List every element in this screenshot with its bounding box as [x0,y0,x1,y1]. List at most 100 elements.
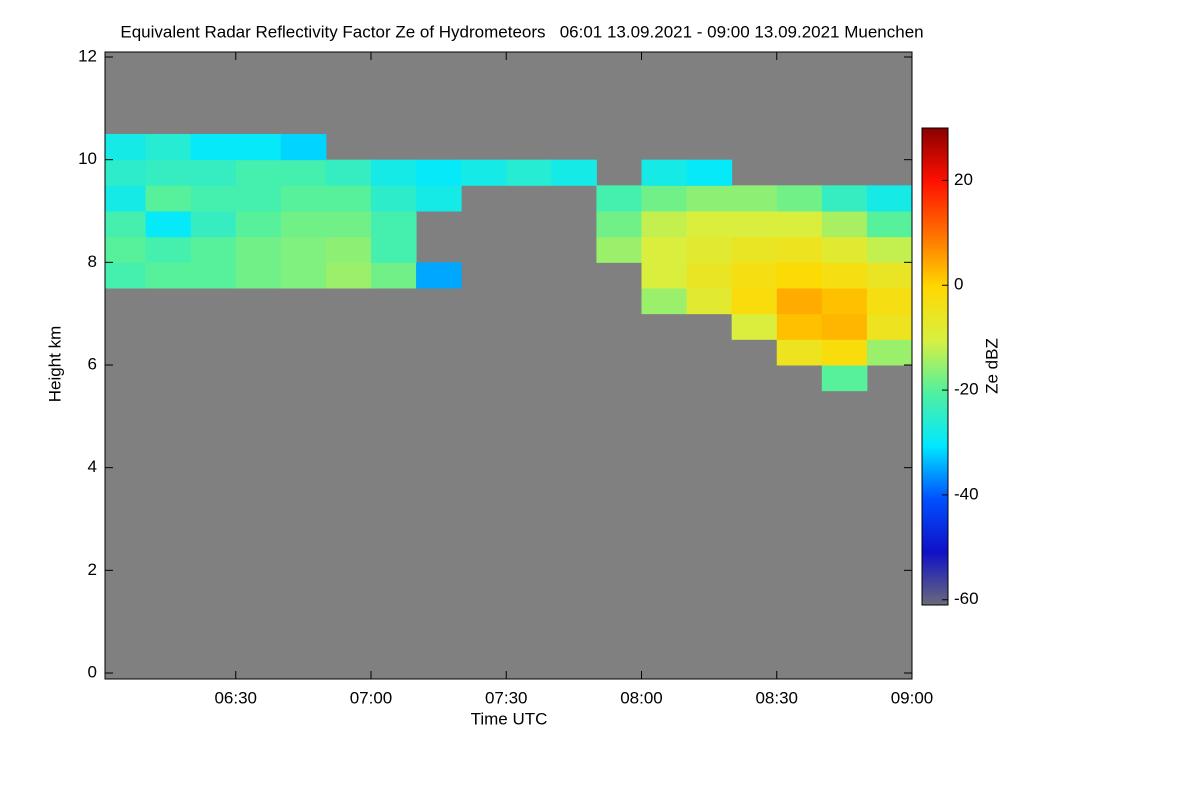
heatmap-cell [325,159,372,186]
heatmap-cell [235,262,282,289]
chart-title: Equivalent Radar Reflectivity Factor Ze … [120,22,923,41]
heatmap-cell [145,211,192,238]
heatmap-cell [686,288,733,315]
heatmap-cell [641,159,688,186]
heatmap-cell [776,236,823,263]
heatmap-cell [731,313,778,340]
heatmap-cell [280,185,327,212]
heatmap-cell [105,185,147,212]
x-tick-label: 08:00 [620,688,663,707]
heatmap-cell [776,288,823,315]
heatmap-cell [731,262,778,289]
heatmap-cell [731,211,778,238]
heatmap-cell [105,236,147,263]
heatmap-cell [821,262,868,289]
heatmap-cell [641,211,688,238]
heatmap-cell [821,339,868,366]
heatmap-cell [776,185,823,212]
heatmap-cell [280,211,327,238]
heatmap-cell [641,236,688,263]
heatmap-cell [235,211,282,238]
heatmap-cell [280,236,327,263]
colorbar [921,127,949,606]
heatmap-cell [821,313,868,340]
heatmap-cell [370,185,417,212]
heatmap-cell [370,262,417,289]
heatmap-cell [461,159,507,186]
heatmap-cell [776,313,823,340]
heatmap-cell [145,159,192,186]
x-tick-label: 06:30 [214,688,257,707]
heatmap-cell [325,262,372,289]
heatmap-cell [325,185,372,212]
heatmap-cell [866,185,913,212]
heatmap-cell [776,339,823,366]
heatmap-cell [235,185,282,212]
heatmap-cell [596,185,642,212]
heatmap-cell [866,236,913,263]
heatmap-cell [686,211,733,238]
y-tick-label: 8 [88,252,97,271]
heatmap-cell [641,288,688,315]
heatmap-cell [235,236,282,263]
x-tick-label: 07:30 [485,688,528,707]
heatmap-cell [280,134,327,161]
heatmap-cell [686,262,733,289]
heatmap-cell [821,236,868,263]
heatmap-cell [325,211,372,238]
heatmap-cell [416,185,462,212]
heatmap-cell [596,236,642,263]
heatmap-cell [416,262,462,289]
y-tick-label: 6 [88,354,97,373]
heatmap-cell [776,262,823,289]
heatmap-cell [145,134,192,161]
heatmap-cell [190,134,237,161]
colorbar-tick-label: -20 [954,380,979,399]
heatmap-cell [370,159,417,186]
heatmap-cell [190,211,237,238]
heatmap-cell [190,159,237,186]
heatmap-cell [686,185,733,212]
heatmap-cell [145,262,192,289]
y-axis-label: Height km [45,326,64,403]
x-tick-label: 09:00 [891,688,934,707]
heatmap-cell [821,185,868,212]
colorbar-tick-label: 0 [954,275,963,294]
heatmap-cell [145,185,192,212]
y-tick-label: 10 [78,149,97,168]
colorbar-tick-label: -60 [954,589,979,608]
x-axis-label: Time UTC [471,709,548,728]
heatmap-cell [145,236,192,263]
heatmap-cell [416,159,462,186]
heatmap-cell [821,211,868,238]
heatmap-cell [821,365,868,392]
x-tick-label: 08:30 [755,688,798,707]
heatmap-cell [731,185,778,212]
colorbar-tick-label: 20 [954,170,973,189]
y-tick-label: 12 [78,46,97,65]
y-tick-label: 0 [88,662,97,681]
heatmap-cell [370,236,417,263]
heatmap-cell [641,185,688,212]
colorbar-tick-label: -40 [954,484,979,503]
heatmap-cell [866,339,913,366]
heatmap-cell [280,159,327,186]
heatmap-cell [105,262,147,289]
heatmap-cell [776,211,823,238]
heatmap-cell [190,185,237,212]
heatmap-cell [866,288,913,315]
heatmap-cell [370,211,417,238]
heatmap-cell [821,288,868,315]
heatmap-cell [325,236,372,263]
heatmap-cell [105,134,147,161]
heatmap-cell [866,262,913,289]
heatmap-cell [506,159,552,186]
colorbar-label: Ze dBZ [982,338,1001,394]
y-tick-label: 4 [88,457,97,476]
y-tick-label: 2 [88,560,97,579]
heatmap-cell [731,288,778,315]
heatmap-cell [686,159,733,186]
heatmap-cell [596,211,642,238]
heatmap-cell [190,262,237,289]
